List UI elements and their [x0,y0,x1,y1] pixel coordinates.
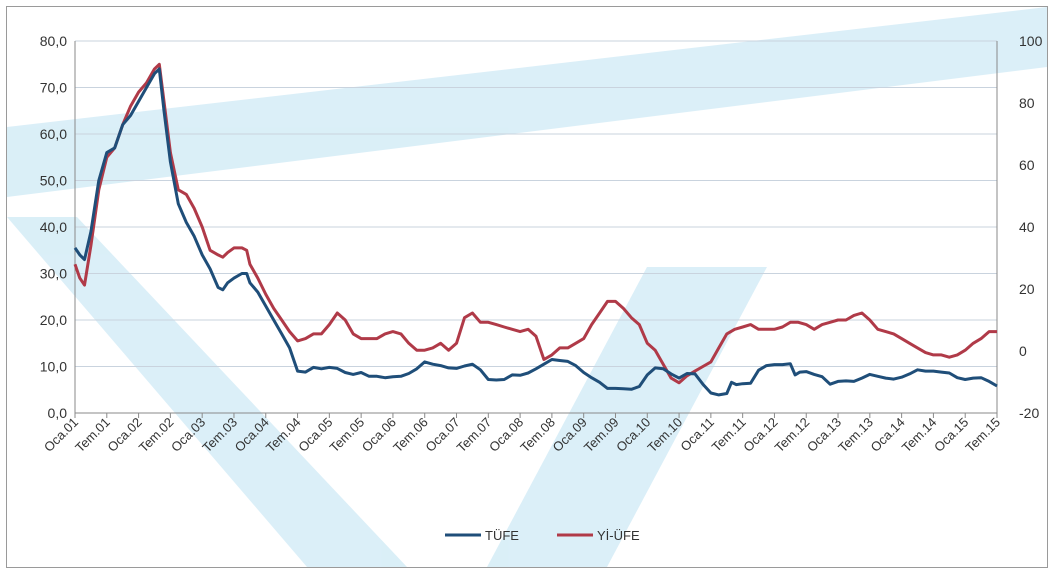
x-tick-label: Tem.14 [899,415,940,456]
x-tick-label: Tem.11 [709,415,749,455]
y-right-tick-label: 20 [1019,281,1035,297]
y-left-tick-label: 80,0 [40,33,67,49]
x-tick-label: Tem.07 [454,415,495,456]
x-tick-label: Tem.06 [390,415,431,456]
y-left-tick-label: 20,0 [40,312,67,328]
chart-frame: 0,0 10,0 20,0 30,0 40,0 50,0 60,0 70,0 80,0 -20 0 2… [6,6,1048,568]
series-line-tufe [73,67,998,397]
y-left-tick-label: 60,0 [40,126,67,142]
y-left-tick-label: 30,0 [40,266,67,282]
x-tick-label: Tem.12 [772,415,813,456]
y-left-tick-label: 0,0 [48,405,68,421]
y-right-tick-label: 80 [1019,95,1035,111]
x-tick-label: Tem.01 [72,415,113,456]
x-tick-label: Tem.05 [327,415,368,456]
watermark-logo [7,7,1047,567]
legend-label: Yİ-ÜFE [597,528,640,543]
y-right-tick-label: 100 [1019,33,1043,49]
legend-label: TÜFE [485,528,519,543]
legend: TÜFE Yİ-ÜFE [445,528,640,543]
x-tick-label: Tem.15 [962,415,1003,456]
y-left-tick-label: 70,0 [40,80,67,96]
watermark-stripe-top [7,7,1047,197]
series-line-yi-ufe [73,62,997,385]
watermark-stripe-left [7,217,407,567]
y-right-tick-label: -20 [1019,405,1039,421]
y-left-tick-label: 10,0 [40,359,67,375]
watermark-stripe-right [487,267,767,567]
y-right-tick-label: 0 [1019,343,1027,359]
y-right-tick-label: 40 [1019,219,1035,235]
line-chart: 0,0 10,0 20,0 30,0 40,0 50,0 60,0 70,0 80,0 -20 0 2… [7,7,1047,567]
x-tick-label: Tem.13 [835,415,876,456]
y-left-tick-label: 40,0 [40,219,67,235]
y-left-tick-label: 50,0 [40,173,67,189]
x-tick-label: Tem.02 [136,415,177,456]
y-right-tick-label: 60 [1019,157,1035,173]
